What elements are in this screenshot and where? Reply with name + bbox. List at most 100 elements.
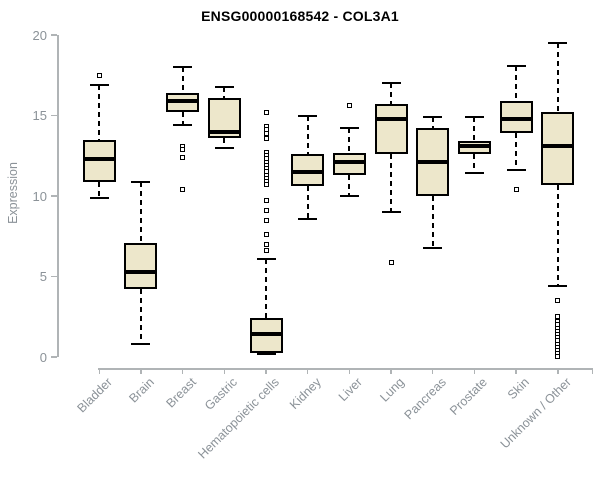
whisker-cap-low-bladder [89,196,109,199]
whisker-cap-high-liver [339,127,359,130]
outlier-unknown-other-1 [555,314,561,320]
x-tick-pancreas [431,368,434,374]
whisker-cap-high-hematopoietic-cells [256,257,276,260]
whisker-cap-high-bladder [89,83,109,86]
outlier-hematopoietic-cells-4 [263,135,269,141]
whisker-high-gastric [223,86,226,98]
whisker-cap-high-prostate [464,116,484,119]
median-pancreas [416,160,450,165]
median-gastric [207,129,241,134]
outlier-hematopoietic-cells-18 [263,217,269,223]
whisker-cap-low-hematopoietic-cells [256,352,276,355]
whisker-low-kidney [306,186,309,219]
y-tick-label-0: 0 [39,349,47,365]
outlier-breast-3 [180,187,186,193]
outlier-hematopoietic-cells-17 [263,207,269,213]
median-liver [332,160,366,165]
x-tick-liver [348,368,351,374]
y-tick [51,275,57,278]
y-tick [51,356,57,358]
median-skin [499,116,533,121]
x-tick-breast [181,368,184,374]
y-tick [51,195,57,197]
median-breast [166,99,200,103]
whisker-cap-low-lung [381,211,401,214]
box-brain [124,242,158,290]
box-unknown-other [541,112,575,185]
whisker-high-brain [139,181,142,243]
outlier-lung-0 [388,259,394,265]
whisker-low-skin [515,133,518,171]
whisker-cap-high-breast [173,66,193,69]
outlier-unknown-other-13 [555,353,561,359]
whisker-high-liver [348,128,351,153]
whisker-cap-high-lung [381,82,401,85]
x-tick-unknown-other [557,368,559,374]
whisker-cap-high-pancreas [423,116,443,119]
x-tick-prostate [473,368,476,374]
whisker-cap-low-skin [506,169,526,172]
whisker-cap-low-kidney [298,217,318,220]
whisker-high-kidney [306,115,309,155]
outlier-hematopoietic-cells-3 [263,130,269,136]
median-brain [124,269,158,274]
whisker-cap-low-breast [173,124,193,127]
whisker-cap-low-prostate [464,172,484,175]
whisker-high-lung [390,83,393,105]
whisker-low-bladder [98,181,101,198]
x-tick-kidney [306,368,309,374]
outlier-hematopoietic-cells-0 [263,109,269,115]
y-tick-label-15: 15 [32,108,47,123]
x-tick-hematopoietic-cells [265,368,267,374]
whisker-cap-low-unknown-other [548,285,568,288]
x-tick-skin [515,368,517,374]
x-tick-gastric [223,368,226,374]
median-kidney [291,169,325,174]
y-tick [51,34,57,36]
x-tick-brain [140,368,142,374]
outlier-breast-1 [180,146,186,152]
whisker-high-breast [181,67,184,93]
whisker-low-lung [390,154,393,213]
y-tick-label-20: 20 [32,27,47,43]
whisker-high-pancreas [431,117,434,129]
median-lung [374,116,408,121]
outlier-breast-2 [180,154,186,160]
whisker-low-pancreas [431,196,434,248]
x-axis-line [98,368,593,370]
whisker-cap-low-gastric [214,146,234,149]
y-tick-label-10: 10 [32,188,47,204]
whisker-cap-low-pancreas [423,246,443,249]
box-lung [374,104,408,155]
whisker-cap-high-gastric [214,85,234,88]
x-tick-lung [390,368,392,374]
whisker-cap-high-unknown-other [548,42,568,45]
x-tick-bladder [98,368,101,374]
outlier-hematopoietic-cells-21 [263,248,269,254]
outlier-hematopoietic-cells-19 [263,232,269,238]
outlier-bladder-0 [96,72,102,78]
y-tick-label-5: 5 [39,269,47,284]
whisker-high-prostate [473,117,476,142]
y-axis-line [57,35,59,357]
whisker-cap-high-kidney [298,114,318,117]
x-axis-end-tick [591,368,593,374]
whisker-low-unknown-other [556,184,559,287]
outlier-liver-0 [346,103,352,109]
whisker-low-breast [181,112,184,126]
whisker-cap-high-brain [131,180,151,183]
x-tick-label-unknown-other: Unknown / Other [497,375,574,452]
outlier-hematopoietic-cells-15 [263,182,269,188]
outlier-hematopoietic-cells-16 [263,198,269,204]
whisker-high-hematopoietic-cells [265,258,268,318]
whisker-high-bladder [98,84,101,140]
whisker-cap-low-liver [339,195,359,197]
outlier-hematopoietic-cells-20 [263,241,269,247]
outlier-unknown-other-0 [555,298,561,304]
median-bladder [82,156,116,161]
whisker-low-prostate [473,154,476,174]
whisker-cap-high-skin [506,64,526,67]
outlier-skin-0 [513,187,519,193]
whisker-high-unknown-other [556,43,559,113]
